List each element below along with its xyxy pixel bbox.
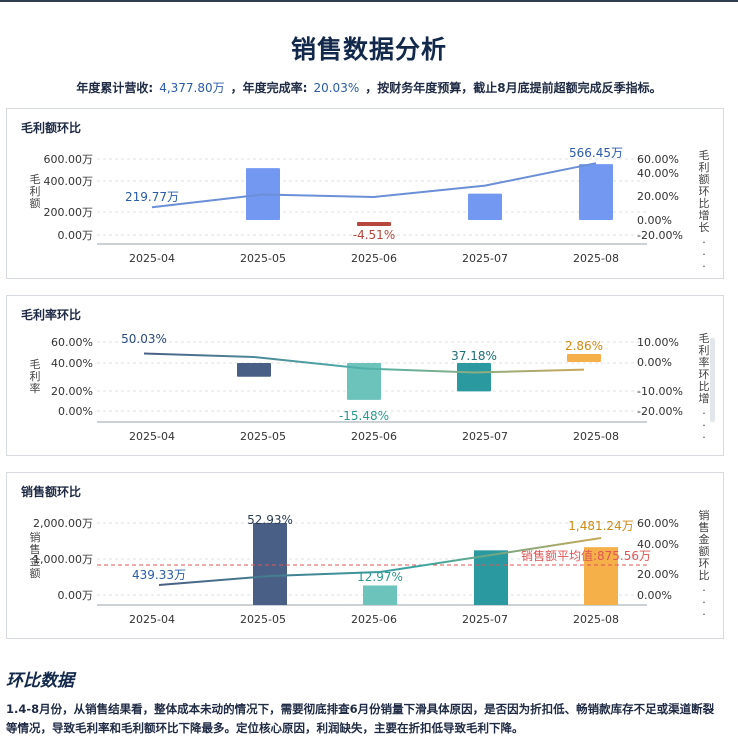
- x-tick-label: 2025-05: [240, 252, 286, 265]
- x-tick-label: 2025-08: [573, 430, 619, 443]
- section-title: 环比数据: [6, 671, 74, 691]
- bar-data-label: -4.51%: [353, 228, 395, 242]
- bar: [363, 585, 397, 605]
- sales-chart: 2,000.00万 1,000.00万 0.00万 60.00% 40.00% 20.00…: [30, 508, 710, 626]
- bar: [457, 363, 491, 392]
- x-tick-label: 2025-06: [351, 613, 397, 626]
- scrollbar-track: [710, 338, 715, 422]
- average-label: 销售额平均值:875.56万: [521, 548, 651, 563]
- line-series: [143, 352, 585, 374]
- right-tick-label: 60.00%: [637, 517, 679, 530]
- bar-data-label: 1,481.24万: [568, 519, 633, 533]
- bar: [347, 363, 381, 400]
- x-tick-label: 2025-05: [240, 613, 286, 626]
- bar: [468, 193, 502, 220]
- right-tick-label: 10.00%: [637, 336, 679, 349]
- bar: [357, 222, 391, 226]
- right-tick-label: 60.00%: [637, 153, 679, 166]
- line-data-label: 50.03%: [121, 332, 167, 346]
- bar: [579, 164, 613, 220]
- x-tick-label: 2025-07: [462, 252, 508, 265]
- sales-card: 销售额环比 2,000.00万 1,000.00万 0.00万 60.00% 40.00…: [6, 472, 724, 639]
- line-series: [151, 162, 597, 209]
- right-tick-label: 0.00%: [637, 214, 672, 227]
- summary-note: ，按财务年度预算，截止8月底提前超额完成反季指标。: [365, 81, 662, 95]
- left-tick-label: 40.00%: [51, 357, 93, 370]
- x-tick-label: 2025-06: [351, 430, 397, 443]
- bar: [253, 523, 287, 605]
- left-tick-label: 0.00万: [58, 229, 94, 242]
- bar-data-label: 2.86%: [565, 339, 603, 353]
- bar-data-label: 439.33万: [132, 568, 186, 582]
- sales-card-title: 销售额环比: [21, 485, 82, 499]
- x-tick-label: 2025-05: [240, 430, 286, 443]
- right-tick-label: 20.00%: [637, 568, 679, 581]
- bar-data-label: 52.93%: [247, 513, 293, 527]
- left-tick-label: 60.00%: [51, 336, 93, 349]
- right-tick-label: 40.00%: [637, 538, 679, 551]
- y-axis-label-right: 销售金额环比...: [699, 508, 710, 618]
- ytd-value: 4,377.80万: [159, 81, 225, 95]
- left-tick-label: 20.00%: [51, 385, 93, 398]
- x-tick-label: 2025-04: [129, 613, 175, 626]
- left-tick-label: 0.00%: [58, 405, 93, 418]
- bar-data-label: 37.18%: [451, 349, 497, 363]
- gross-margin-card-title: 毛利率环比: [21, 308, 82, 322]
- gross-margin-chart: 60.00% 40.00% 20.00% 0.00% 10.00% 0.00% -10.00…: [30, 332, 715, 443]
- bar: [567, 354, 601, 362]
- left-tick-label: 0.00万: [58, 589, 94, 602]
- bar: [237, 363, 271, 377]
- left-tick-label: 400.00万: [44, 175, 94, 188]
- gross-profit-card: 毛利额环比 600.00万 400.00万 200.00万 0.00万 60.00% 40…: [6, 108, 724, 279]
- right-tick-label: 20.00%: [637, 190, 679, 203]
- left-tick-label: 2,000.00万: [33, 517, 93, 530]
- y-axis-label-left: 毛利率: [30, 358, 41, 395]
- y-axis-label-right: 毛利额环比增长...: [699, 149, 710, 270]
- x-tick-label: 2025-07: [462, 430, 508, 443]
- right-tick-label: 40.00%: [637, 167, 679, 180]
- left-tick-label: 200.00万: [44, 206, 94, 219]
- ytd-label: 年度累计营收:: [76, 81, 154, 95]
- left-tick-label: 600.00万: [44, 153, 94, 166]
- y-axis-label-left: 毛利额: [30, 173, 41, 210]
- rate-label: ，年度完成率:: [230, 81, 308, 95]
- bar-data-label: 12.97%: [357, 570, 403, 584]
- line-series: [158, 537, 602, 586]
- x-tick-label: 2025-08: [573, 613, 619, 626]
- bar: [474, 550, 508, 605]
- summary-line: 年度累计营收: 4,377.80万 ，年度完成率: 20.03% ，按财务年度预算，截止…: [0, 79, 738, 96]
- x-tick-label: 2025-06: [351, 252, 397, 265]
- x-tick-label: 2025-04: [129, 430, 175, 443]
- top-border-line: [0, 0, 738, 2]
- line-data-label: 566.45万: [569, 146, 623, 160]
- line-data-label: 219.77万: [125, 190, 179, 204]
- gross-margin-card: 毛利率环比 60.00% 40.00% 20.00% 0.00% 10.00% 0.00%…: [6, 295, 724, 456]
- x-tick-label: 2025-08: [573, 252, 619, 265]
- right-tick-label: 0.00%: [637, 589, 672, 602]
- page-title: 销售数据分析: [290, 35, 447, 64]
- analysis-text: 1.4-8月份，从销售结果看，整体成本未动的情况下，需要彻底排查6月份销量下滑具…: [6, 702, 715, 735]
- y-axis-label-right: 毛利率环比增...: [699, 332, 710, 441]
- gross-profit-chart: 600.00万 400.00万 200.00万 0.00万 60.00%40.00% 20…: [30, 146, 710, 270]
- bar: [584, 547, 618, 605]
- x-tick-label: 2025-07: [462, 613, 508, 626]
- gross-profit-card-title: 毛利额环比: [21, 121, 82, 135]
- y-axis-label-left: 销售金额: [30, 530, 41, 580]
- right-tick-label: -20.00%: [637, 229, 683, 242]
- left-tick-label: 1,000.00万: [33, 553, 93, 566]
- bar-data-label: -15.48%: [339, 409, 389, 423]
- rate-value: 20.03%: [313, 81, 360, 95]
- right-tick-label: 0.00%: [637, 356, 672, 369]
- right-tick-label: -10.00%: [637, 385, 683, 398]
- x-tick-label: 2025-04: [129, 252, 175, 265]
- right-tick-label: -20.00%: [637, 405, 683, 418]
